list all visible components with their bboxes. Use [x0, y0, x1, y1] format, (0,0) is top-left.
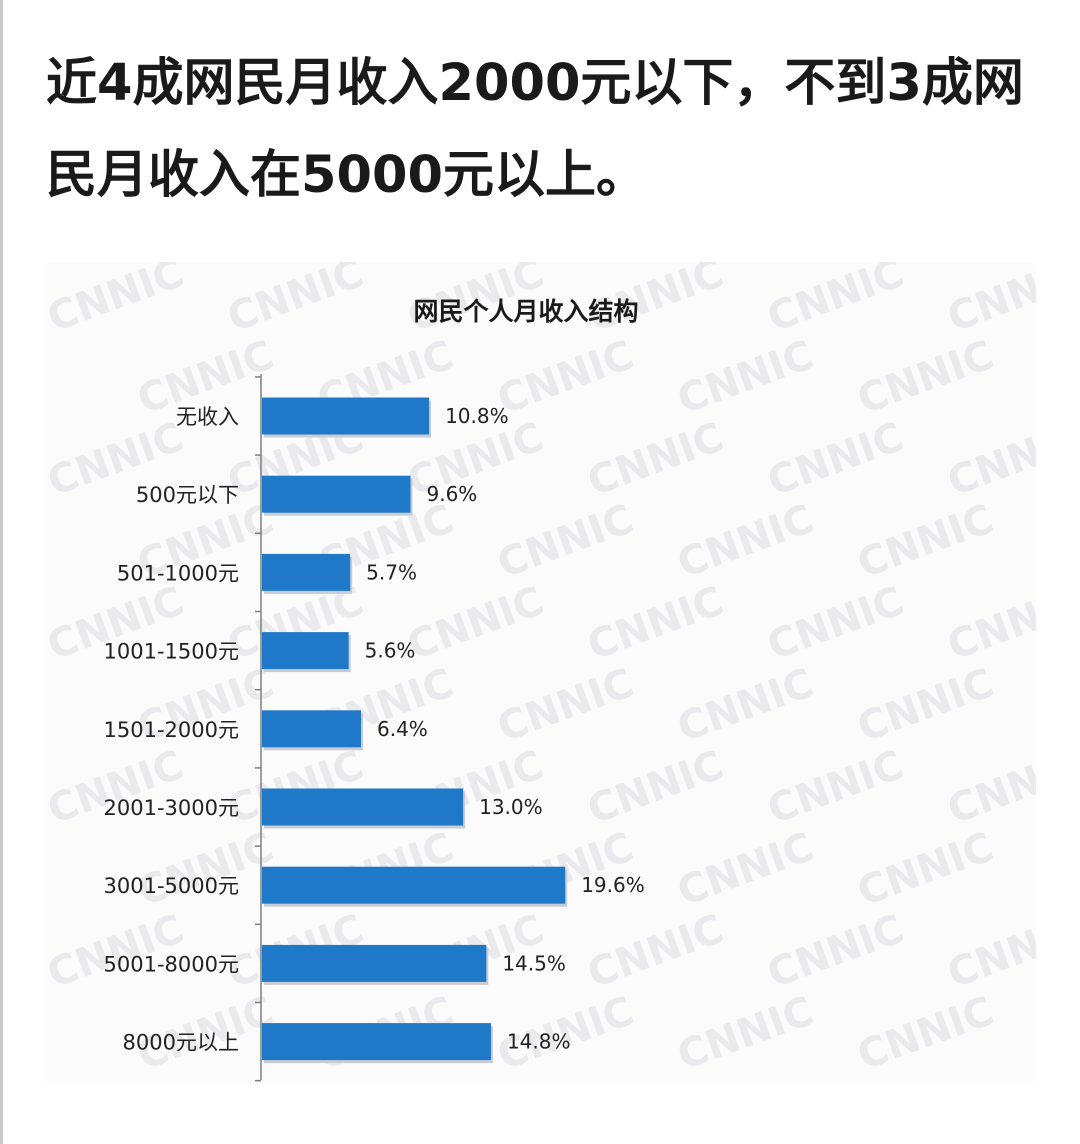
watermark-59: CNNIC [1032, 988, 1036, 1079]
value-label-7: 14.5% [502, 951, 566, 975]
watermark-46: CNNIC [852, 824, 1000, 915]
watermark-57: CNNIC [672, 988, 820, 1079]
bar-4 [262, 710, 362, 748]
watermark-11: CNNIC [1032, 332, 1036, 423]
category-label-8: 8000元以上 [123, 1031, 239, 1055]
category-label-4: 1501-2000元 [104, 718, 239, 742]
watermark-20: CNNIC [492, 496, 640, 587]
watermark-15: CNNIC [582, 414, 730, 505]
watermark-9: CNNIC [672, 332, 820, 423]
category-label-0: 无收入 [176, 405, 239, 429]
bar-3 [262, 632, 349, 670]
watermark-17: CNNIC [942, 414, 1036, 505]
watermark-0: CNNIC [44, 262, 189, 341]
category-label-3: 1001-1500元 [104, 640, 239, 664]
watermark-40: CNNIC [762, 742, 910, 833]
plot-area: 无收入 10.8% 500元以下 9.6% 501-1000元 5.7% 1001-1500… [104, 374, 645, 1082]
bar-8 [262, 1023, 491, 1061]
watermark-47: CNNIC [1032, 824, 1036, 915]
watermark-5: CNNIC [942, 262, 1036, 341]
headline: 近4成网民月收入2000元以下，不到3成网民月收入在5000元以上。 [46, 54, 1024, 205]
value-label-8: 14.8% [507, 1030, 571, 1054]
chart-card: CNNIC CNNIC CNNIC CNNIC CNNIC CNNIC CNNIC CNNIC… [44, 262, 1036, 1084]
bar-6 [262, 866, 566, 904]
watermark-23: CNNIC [1032, 496, 1036, 587]
watermark-53: CNNIC [942, 906, 1036, 997]
value-label-1: 9.6% [427, 482, 478, 506]
watermark-1: CNNIC [222, 262, 370, 341]
value-label-2: 5.7% [366, 560, 417, 584]
value-label-5: 13.0% [479, 795, 543, 819]
watermark-21: CNNIC [672, 496, 820, 587]
value-label-4: 6.4% [377, 717, 428, 741]
page-left-border [0, 0, 3, 1144]
watermark-42: CNNIC [132, 824, 280, 915]
watermark-26: CNNIC [402, 578, 550, 669]
watermark-52: CNNIC [762, 906, 910, 997]
category-label-7: 5001-8000元 [104, 952, 239, 976]
category-label-1: 500元以下 [136, 483, 239, 507]
bar-7 [262, 944, 487, 982]
category-label-5: 2001-3000元 [104, 796, 239, 820]
watermark-8: CNNIC [492, 332, 640, 423]
watermark-16: CNNIC [762, 414, 910, 505]
watermark-39: CNNIC [582, 742, 730, 833]
watermark-32: CNNIC [492, 660, 640, 751]
chart-title: 网民个人月收入结构 [413, 297, 638, 326]
watermark-33: CNNIC [672, 660, 820, 751]
watermark-45: CNNIC [672, 824, 820, 915]
watermark-29: CNNIC [942, 578, 1036, 669]
value-label-6: 19.6% [581, 873, 645, 897]
watermark-4: CNNIC [762, 262, 910, 341]
value-label-0: 10.8% [445, 404, 509, 428]
bar-5 [262, 788, 464, 826]
category-label-2: 501-1000元 [117, 561, 239, 585]
watermark-34: CNNIC [852, 660, 1000, 751]
watermark-22: CNNIC [852, 496, 1000, 587]
watermark-10: CNNIC [852, 332, 1000, 423]
watermark-27: CNNIC [582, 578, 730, 669]
watermark-58: CNNIC [852, 988, 1000, 1079]
category-label-6: 3001-5000元 [104, 874, 239, 898]
value-label-3: 5.6% [365, 639, 416, 663]
watermark-35: CNNIC [1032, 660, 1036, 751]
bar-1 [262, 475, 411, 513]
bar-2 [262, 553, 351, 591]
watermark-51: CNNIC [582, 906, 730, 997]
watermark-41: CNNIC [942, 742, 1036, 833]
watermark-28: CNNIC [762, 578, 910, 669]
bar-0 [262, 397, 430, 435]
